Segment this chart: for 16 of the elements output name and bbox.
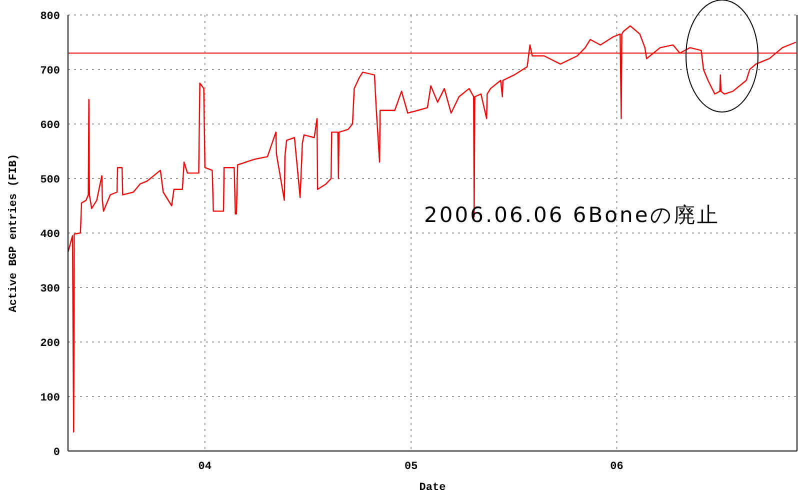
x-tick-label: 06	[610, 460, 624, 473]
y-tick-label: 200	[40, 338, 60, 350]
y-tick-label: 400	[40, 228, 60, 241]
x-tick-label: 04	[198, 460, 212, 473]
x-axis-title: Date	[419, 482, 446, 490]
y-axis-title: Active BGP entries (FIB)	[8, 154, 20, 312]
annotation: 2006.06.06 6Boneの廃止	[424, 202, 720, 229]
y-tick-label: 500	[40, 174, 60, 186]
x-tick-label: 05	[404, 460, 418, 473]
line-series	[68, 25, 796, 433]
y-tick-label: 0	[53, 446, 60, 459]
y-tick-label: 600	[40, 120, 60, 132]
y-tick-label: 800	[40, 10, 60, 23]
y-tick-label: 100	[40, 392, 60, 404]
y-tick-label: 700	[40, 65, 60, 78]
y-tick-label: 300	[40, 283, 60, 296]
